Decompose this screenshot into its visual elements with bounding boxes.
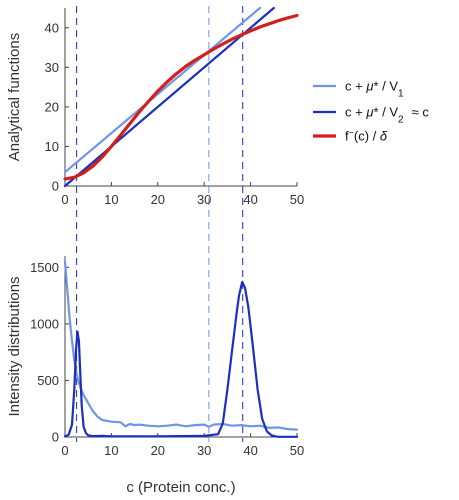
bottom-x-axis-label: c (Protein conc.) (126, 479, 235, 496)
legend: c + μ* / V1 c + μ* / V2 ≈ c f−(c) / δ (313, 79, 429, 144)
bottom-y-tick-label: 0 (52, 430, 59, 445)
top-y-tick-label: 30 (45, 60, 59, 75)
guide-lines (76, 6, 244, 442)
top-x-tick-label: 10 (104, 192, 118, 207)
bottom-y-tick-label: 1500 (30, 260, 59, 275)
bottom-x-tick-label: 20 (151, 443, 165, 458)
bottom-y-tick-label: 500 (37, 373, 59, 388)
bottom-x-tick-label: 50 (290, 443, 304, 458)
top-series-line-3 (63, 13, 299, 181)
legend-label-3: f−(c) / δ (345, 128, 388, 144)
bottom-series-line-1 (63, 260, 299, 431)
top-x-tick-label: 40 (243, 192, 257, 207)
legend-label-2: c + μ* / V2 ≈ c (345, 105, 429, 126)
top-x-tick-label: 30 (197, 192, 211, 207)
top-y-tick-label: 40 (45, 20, 59, 35)
top-series-line-1 (63, 6, 261, 174)
bottom-y-axis-label: Intensity distributions (6, 276, 23, 416)
top-y-tick-label: 0 (52, 179, 59, 194)
top-x-tick-label: 0 (61, 192, 68, 207)
top-x-tick-label: 20 (151, 192, 165, 207)
top-plot: 0 10 20 30 40 50 0 10 20 30 40 Analytical functions (6, 6, 304, 207)
legend-label-1: c + μ* / V1 (345, 79, 404, 100)
top-x-tick-label: 50 (290, 192, 304, 207)
bottom-y-tick-label: 1000 (30, 316, 59, 331)
top-y-axis-label: Analytical functions (6, 33, 23, 161)
bottom-x-tick-label: 30 (197, 443, 211, 458)
bottom-x-tick-label: 40 (243, 443, 257, 458)
bottom-x-tick-label: 10 (104, 443, 118, 458)
bottom-series-line-2 (63, 280, 299, 438)
top-y-tick-label: 10 (45, 139, 59, 154)
top-y-tick-label: 20 (45, 99, 59, 114)
bottom-x-tick-label: 0 (61, 443, 68, 458)
